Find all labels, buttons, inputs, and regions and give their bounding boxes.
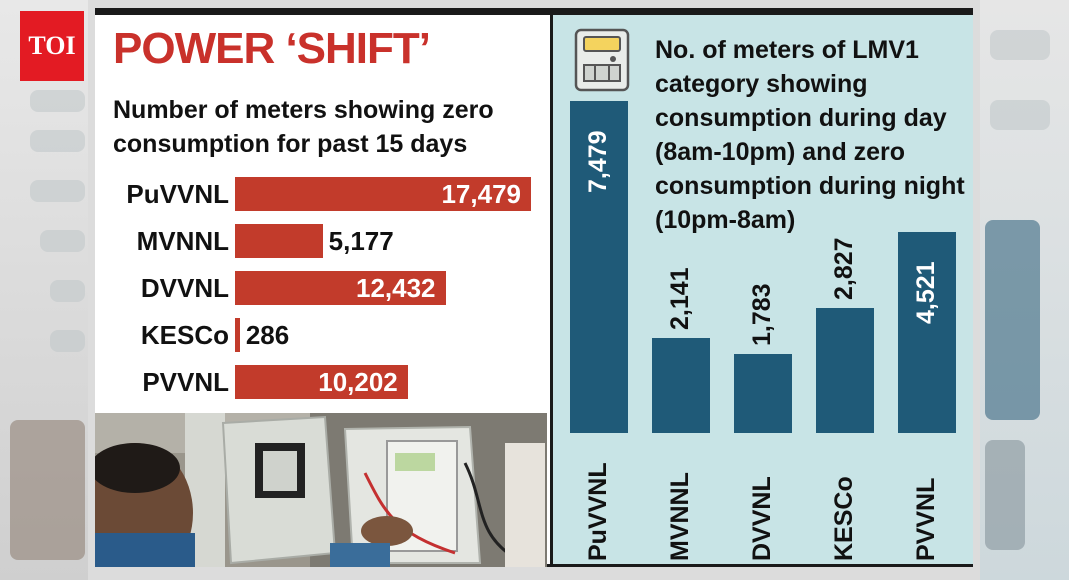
left-panel: POWER ‘SHIFT’ Number of meters showing z… (95, 15, 547, 567)
category-label: MVNNL (136, 226, 229, 256)
value-label: 2,827 (830, 236, 858, 300)
value-label: 2,141 (666, 267, 694, 330)
right-chart-title: No. of meters of LMV1 category showing c… (655, 36, 965, 234)
bar-dvvnl (235, 271, 446, 305)
bar-kesco (816, 307, 874, 433)
bar-dvvnl (734, 353, 792, 433)
category-label: KESCo (140, 320, 229, 350)
blurred-text (30, 90, 85, 112)
right-panel: No. of meters of LMV1 category showing c… (550, 15, 973, 564)
electric-meter-icon (574, 28, 630, 92)
category-label: PuVVNL (126, 179, 229, 209)
bar-puvvnl (570, 101, 628, 433)
blurred-bar (985, 220, 1040, 420)
bar-kesco (235, 318, 240, 352)
headline: POWER ‘SHIFT’ (113, 24, 431, 73)
bar-pvvnl (898, 232, 956, 433)
value-label: 17,479 (441, 179, 521, 209)
category-label: PVVNL (912, 477, 940, 561)
value-label: 5,177 (328, 226, 394, 256)
bar-row-puvvnl: PuVVNL (95, 177, 235, 211)
infographic-card: POWER ‘SHIFT’ Number of meters showing z… (95, 8, 973, 567)
value-label: 4,521 (912, 261, 940, 325)
value-label: 12,432 (355, 273, 436, 303)
toi-logo: TOI (20, 11, 84, 81)
bar-pvvnl (235, 365, 408, 399)
category-label: DVVNL (748, 476, 776, 561)
value-label: 286 (245, 320, 290, 350)
blurred-text (40, 230, 85, 252)
blurred-text (50, 280, 85, 302)
bar-row-dvvnl: DVVNL (95, 271, 235, 305)
bar-row-mvnnl: MVNNL (95, 224, 235, 258)
bar-mvnnl (235, 224, 323, 258)
value-label: 1,783 (748, 283, 776, 346)
blurred-photo (10, 420, 85, 560)
bar-mvnnl (652, 337, 710, 433)
blurred-text (30, 180, 85, 202)
background-right (980, 0, 1069, 580)
bar-puvvnl (235, 177, 531, 211)
blurred-text (990, 30, 1050, 60)
photo-illustration (95, 413, 547, 567)
left-chart-title: Number of meters showing zero consumptio… (113, 96, 494, 158)
value-label: 7,479 (584, 130, 612, 193)
category-label: PVVNL (142, 367, 229, 397)
blurred-text (985, 440, 1025, 550)
category-label: KESCo (830, 476, 858, 561)
meter-inspection-photo (95, 413, 547, 567)
blurred-text (30, 130, 85, 152)
bar-row-pvvnl: PVVNL (95, 365, 235, 399)
category-label: DVVNL (140, 273, 229, 303)
category-label: PuVVNL (584, 462, 612, 561)
category-label: MVNNL (666, 472, 694, 561)
value-label: 10,202 (318, 367, 398, 397)
bar-row-kesco: KESCo (95, 318, 235, 352)
blurred-text (50, 330, 85, 352)
blurred-text (990, 100, 1050, 130)
background-left (0, 0, 88, 580)
